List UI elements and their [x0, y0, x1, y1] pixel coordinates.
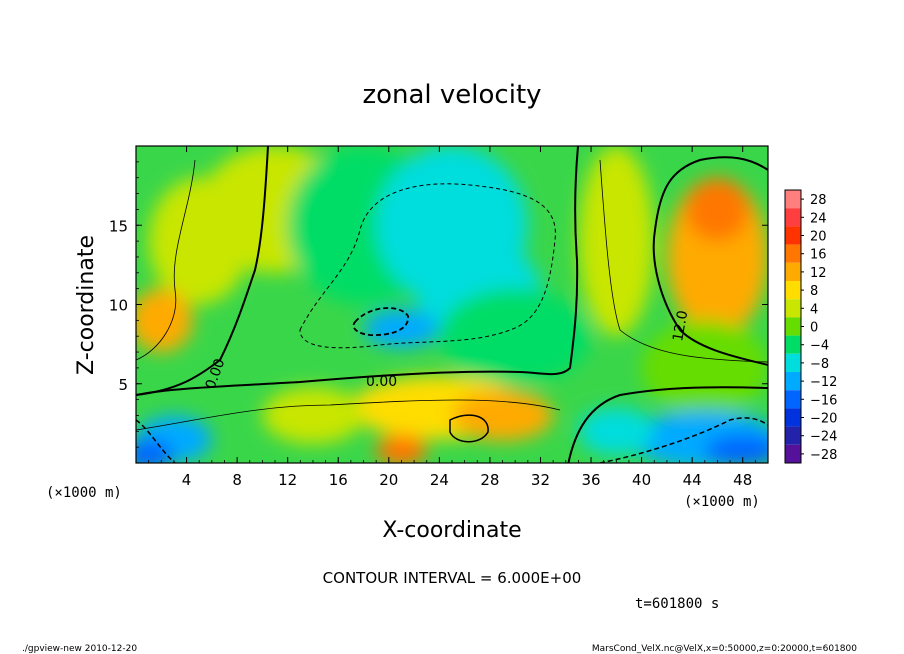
footer-left: ./gpview-new 2010-12-20: [22, 644, 137, 654]
velocity-field: [136, 146, 768, 463]
contour-thin-3: [136, 399, 561, 431]
contour-label-12-right: 12.0: [670, 309, 691, 342]
colorbar-segment: [785, 208, 801, 227]
colorbar-label: 28: [810, 193, 827, 208]
x-tick-label: 4: [182, 471, 192, 489]
field-region: [578, 146, 655, 337]
y-axis: 5 10 15: [109, 161, 768, 448]
field-region: [148, 177, 250, 305]
contour-thin-2: [599, 159, 768, 363]
contour-zero-main: [136, 146, 579, 396]
colorbar-label: 0: [810, 321, 818, 336]
colorbar-segment: [785, 426, 801, 445]
field-region: [685, 177, 750, 242]
contour-thin-1: [136, 159, 196, 361]
x-tick-label: 24: [430, 471, 449, 489]
contour-zero-lower: [567, 386, 768, 463]
colorbar-segment: [785, 444, 801, 463]
x-tick-label: 28: [480, 471, 499, 489]
x-tick-label: 12: [278, 471, 297, 489]
chart-title: zonal velocity: [362, 80, 541, 110]
field-region: [578, 407, 655, 456]
colorbar-label: −20: [810, 412, 837, 427]
colorbar-label: 8: [810, 284, 818, 299]
colorbar-segment: [785, 281, 801, 300]
colorbar-segment: [785, 226, 801, 245]
contour-zero-left: [136, 146, 269, 396]
time-label: t=601800 s: [635, 596, 719, 612]
colorbar-segment: [785, 262, 801, 281]
field-region: [641, 320, 768, 416]
colorbar-label: −12: [810, 375, 837, 390]
x-tick-label: 32: [531, 471, 550, 489]
field-region: [136, 439, 174, 463]
y-tick-label: 10: [109, 297, 128, 315]
x-axis: 4 8 12 16 20 24 28 32 36 40 44 48: [148, 146, 756, 489]
colorbar-label: 16: [810, 248, 827, 263]
colorbar-segment: [785, 372, 801, 391]
x-tick-label: 8: [232, 471, 242, 489]
colorbar: 28 24 20 16 12 8 4 0 −4 −8 −12 −16 −20 −24 −28: [784, 189, 837, 464]
field-region: [439, 288, 592, 384]
contour-interval-note: CONTOUR INTERVAL = 6.000E+00: [323, 569, 582, 587]
colorbar-segment: [785, 244, 801, 263]
x-tick-label: 20: [379, 471, 398, 489]
colorbar-segment: [785, 299, 801, 318]
field-region: [262, 386, 364, 444]
x-tick-label: 36: [581, 471, 600, 489]
contour-lines: [136, 146, 768, 463]
x-axis-label: X-coordinate: [382, 518, 521, 543]
footer-right: MarsCond_VelX.nc@VelX,x=0:50000,z=0:2000…: [592, 644, 857, 654]
y-axis-label: Z-coordinate: [74, 235, 99, 375]
colorbar-segment: [785, 190, 801, 209]
x-unit-label-left: (×1000 m): [46, 485, 122, 501]
field-region: [136, 288, 193, 353]
contour-neg-pocket: [352, 307, 409, 336]
colorbar-segment: [785, 390, 801, 409]
colorbar-label: −8: [810, 357, 829, 372]
colorbar-label: −4: [810, 339, 829, 354]
colorbar-label: 4: [810, 302, 818, 317]
colorbar-segment: [785, 408, 801, 427]
contour-neg-bottom-right: [599, 417, 768, 463]
colorbar-segment: [785, 317, 801, 336]
y-tick-label: 5: [118, 376, 128, 394]
colorbar-label: −16: [810, 393, 837, 408]
field-region: [704, 434, 768, 463]
colorbar-segment: [785, 353, 801, 372]
y-tick-label: 15: [109, 217, 128, 235]
contour-label-zero-center: 0.00: [366, 374, 397, 390]
field-region: [452, 390, 554, 441]
colorbar-label: 12: [810, 266, 827, 281]
x-unit-label-right: (×1000 m): [684, 494, 760, 510]
colorbar-segment: [785, 335, 801, 354]
colorbar-label: −28: [810, 448, 837, 463]
x-tick-label: 40: [632, 471, 651, 489]
x-tick-label: 16: [329, 471, 348, 489]
contour-12-right: [652, 156, 768, 366]
colorbar-label: 24: [810, 211, 827, 226]
x-tick-label: 48: [733, 471, 752, 489]
x-tick-label: 44: [683, 471, 702, 489]
colorbar-label: 20: [810, 230, 827, 245]
colorbar-label: −24: [810, 430, 837, 445]
contour-neg-bottom-left: [136, 419, 176, 463]
field-region: [376, 434, 427, 463]
contour-pos-small: [449, 414, 489, 443]
